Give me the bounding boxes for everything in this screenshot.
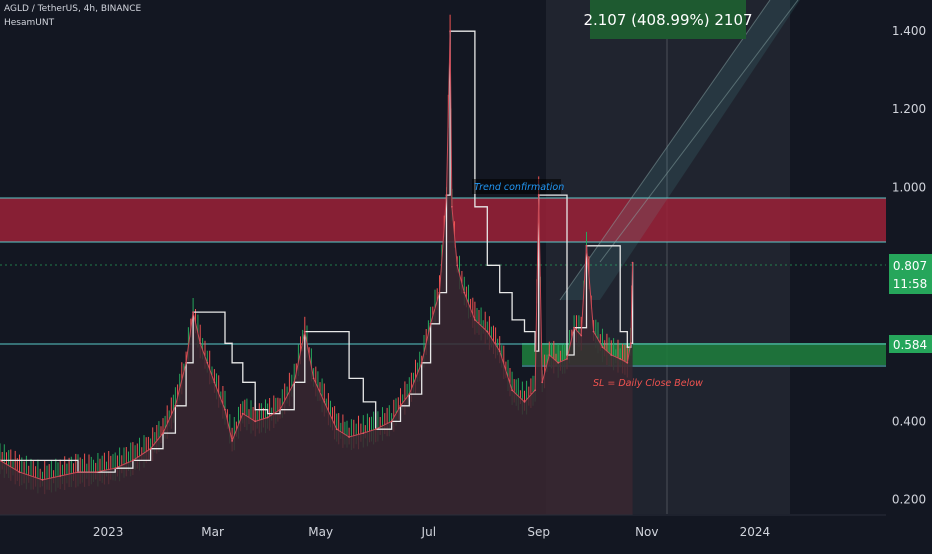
data-point xyxy=(18,471,21,473)
data-point xyxy=(266,416,269,419)
x-tick-label: 2023 xyxy=(93,525,124,539)
data-point xyxy=(631,261,634,264)
data-point xyxy=(449,30,451,33)
data-point xyxy=(498,350,501,352)
data-point xyxy=(362,432,365,434)
data-point xyxy=(312,377,315,380)
x-axis[interactable]: 2023 Mar May Jul Sep Nov 2024 xyxy=(93,525,770,539)
data-point xyxy=(629,342,632,345)
data-point xyxy=(537,194,540,197)
x-tick-label: Jul xyxy=(421,525,436,539)
trend-step-line xyxy=(0,30,634,473)
data-point xyxy=(162,432,164,434)
symbol-header: AGLD / TetherUS, 4h, BINANCE xyxy=(4,4,142,14)
y-tick-label: 1.200 xyxy=(892,102,926,116)
current-price-value: 0.807 xyxy=(893,259,927,273)
data-point xyxy=(585,244,588,247)
data-point xyxy=(213,381,216,384)
stop-loss-label: SL = Daily Close Below xyxy=(593,378,703,389)
data-point xyxy=(445,194,448,197)
projection-line-upper xyxy=(559,0,771,301)
data-point xyxy=(174,404,177,407)
data-point xyxy=(132,459,134,462)
data-point xyxy=(185,361,188,364)
data-point xyxy=(420,361,423,364)
data-point xyxy=(390,420,393,423)
data-point xyxy=(463,291,466,294)
data-point xyxy=(566,358,568,360)
data-point-layer xyxy=(0,30,634,481)
data-point xyxy=(335,428,338,431)
data-point xyxy=(610,354,613,356)
data-point xyxy=(580,334,583,337)
data-point xyxy=(429,322,432,325)
data-point xyxy=(303,330,306,333)
trend-confirmation-label: Trend confirmation xyxy=(474,182,564,193)
data-point xyxy=(438,291,441,294)
data-point xyxy=(619,358,622,360)
level-badge xyxy=(889,335,932,353)
projection-line-lower xyxy=(599,0,799,263)
y-tick-label: 0.400 xyxy=(892,414,926,428)
bar-countdown: 11:58 xyxy=(893,277,928,291)
data-point xyxy=(206,361,209,364)
data-point xyxy=(374,428,377,431)
price-area xyxy=(0,31,633,515)
x-tick-label: Mar xyxy=(201,525,224,539)
y-tick-label: 1.000 xyxy=(892,180,926,194)
data-point xyxy=(149,447,152,450)
data-point xyxy=(601,346,604,349)
data-point xyxy=(486,330,489,333)
data-point xyxy=(0,459,1,462)
data-point xyxy=(408,393,411,395)
y-tick-label: 1.400 xyxy=(892,24,926,38)
data-point xyxy=(77,471,79,473)
data-point xyxy=(114,467,117,470)
data-point xyxy=(323,401,326,403)
data-point xyxy=(192,311,195,313)
data-point xyxy=(348,436,350,438)
data-point xyxy=(626,361,629,364)
data-point xyxy=(573,326,575,329)
data-point xyxy=(241,412,244,415)
y-tick-label: 0.200 xyxy=(892,492,926,506)
data-point xyxy=(293,381,296,384)
data-point xyxy=(231,440,234,442)
resistance-zone xyxy=(0,198,886,242)
x-tick-label: Nov xyxy=(635,525,658,539)
current-price-badge xyxy=(889,254,932,294)
data-point xyxy=(399,404,402,407)
series-line-price xyxy=(0,31,634,481)
projection-wedge xyxy=(560,0,800,300)
level-badge-value: 0.584 xyxy=(893,338,927,352)
data-point xyxy=(451,205,453,208)
data-point xyxy=(557,361,560,364)
data-point xyxy=(523,401,526,403)
data-point xyxy=(94,471,97,473)
x-tick-label: May xyxy=(308,525,333,539)
data-point xyxy=(199,342,202,345)
trend-label-bg xyxy=(472,179,561,194)
data-point xyxy=(279,408,281,411)
x-tick-label: Sep xyxy=(527,525,550,539)
data-point xyxy=(254,420,257,423)
author-label: HesamUNT xyxy=(4,18,55,28)
data-point xyxy=(474,319,476,321)
data-point xyxy=(592,330,595,333)
x-tick-label: 2024 xyxy=(740,525,771,539)
data-point xyxy=(511,389,513,392)
target-box[interactable] xyxy=(590,0,746,39)
data-point xyxy=(541,381,544,384)
data-point xyxy=(548,354,551,356)
data-point xyxy=(456,264,459,267)
data-point xyxy=(534,389,536,392)
y-axis[interactable]: 0.200 0.400 1.000 1.200 1.400 xyxy=(892,24,926,506)
target-box-label: 2.107 (408.99%) 2107 xyxy=(583,11,752,29)
data-point xyxy=(41,479,44,481)
data-point xyxy=(59,475,62,477)
data-point xyxy=(224,408,226,411)
